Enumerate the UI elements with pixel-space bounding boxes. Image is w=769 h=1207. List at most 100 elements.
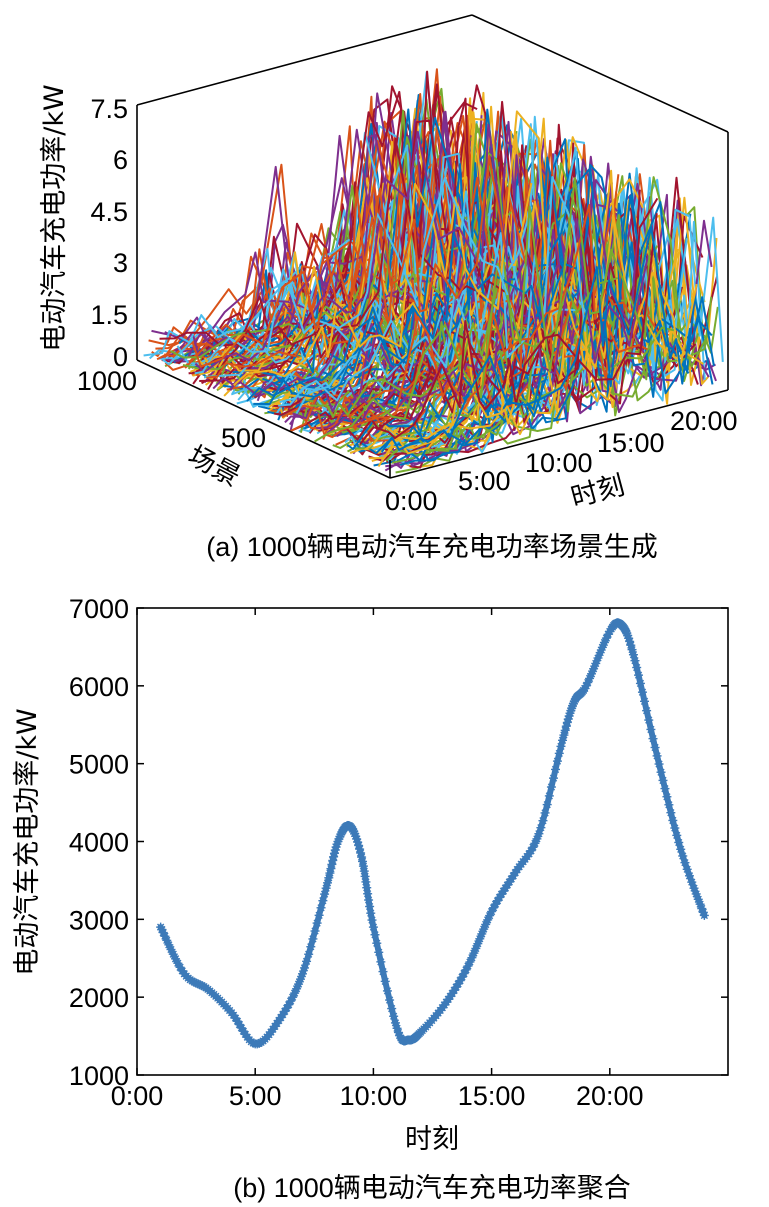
chart-b-marker (670, 823, 680, 833)
chart-a-z-tick: 4.5 (90, 197, 128, 227)
chart-b-marker (635, 678, 645, 688)
chart-a-x-tick: 5:00 (458, 466, 511, 496)
chart-b-y-tick: 4000 (69, 828, 129, 858)
chart-a-series (253, 156, 590, 405)
chart-b-marker (362, 883, 372, 893)
chart-b-marker (637, 687, 647, 697)
chart-b-marker (372, 938, 382, 948)
chart-b-marker (680, 858, 690, 868)
chart-b-marker (367, 915, 377, 925)
chart-b-marker (634, 670, 644, 680)
chart-b-marker (294, 979, 304, 989)
chart-b-marker (666, 808, 676, 818)
chart-b-marker (308, 934, 318, 944)
chart-a-series (192, 155, 507, 368)
chart-b-marker (678, 851, 688, 861)
chart-b-y-label: 电动汽车充电功率/kW (12, 708, 43, 975)
chart-b-x-tick: 15:00 (458, 1081, 526, 1111)
chart-b-marker (366, 908, 376, 918)
chart-b-marker (699, 910, 709, 920)
chart-b-marker (682, 864, 692, 874)
chart-a-series (364, 214, 688, 451)
chart-b-marker (358, 861, 368, 871)
chart-b-caption: (b) 1000辆电动汽车充电功率聚合 (233, 1173, 631, 1203)
chart-b-marker (664, 800, 674, 810)
chart-a-frame-edge (389, 389, 729, 479)
chart-a-series (346, 167, 671, 450)
chart-b-y-tick: 6000 (69, 672, 129, 702)
chart-b-markers (156, 618, 709, 1049)
chart-a-series (314, 177, 652, 443)
chart-a-x-tick: 10:00 (525, 448, 593, 478)
chart-b-axes: 1000 2000 3000 4000 5000 6000 7000 0:00 5:00 10:0… (69, 594, 728, 1111)
chart-b-marker (364, 895, 374, 905)
chart-a-z-label: 电动汽车充电功率/kW (39, 84, 70, 351)
chart-a-series (399, 202, 713, 466)
chart-a-series-lines (143, 68, 724, 474)
chart-a-series (380, 225, 692, 453)
chart-a-frame-edge (471, 14, 729, 133)
chart-b-marker (536, 823, 546, 833)
chart-b-marker (676, 844, 686, 854)
chart-b-marker (630, 656, 640, 666)
chart-b-y-tick: 3000 (69, 905, 129, 935)
chart-b-y-tick: 7000 (69, 594, 129, 624)
chart-b-marker (654, 759, 664, 769)
chart-b-marker (304, 949, 314, 959)
chart-b-marker (528, 842, 538, 852)
chart-b-marker (316, 903, 326, 913)
chart-b-marker (302, 956, 312, 966)
chart-a-x-tick: 0:00 (385, 486, 438, 516)
chart-a-series (194, 123, 508, 374)
chart-b-x-tick: 0:00 (111, 1081, 164, 1111)
chart-b-marker (540, 808, 550, 818)
chart-b-x-label: 时刻 (405, 1124, 459, 1155)
chart-a-frame (136, 14, 729, 479)
chart-b-marker (544, 791, 554, 801)
chart-b: 1000 2000 3000 4000 5000 6000 7000 0:00 5:00 10:0… (12, 594, 729, 1203)
chart-b-marker (387, 1004, 397, 1014)
chart-a-z-tick: 0 (113, 342, 128, 372)
chart-a-series (233, 110, 547, 386)
chart-b-marker (551, 764, 561, 774)
chart-b-marker (491, 899, 501, 909)
chart-b-marker (656, 767, 666, 777)
chart-a-z-tick: 1.5 (90, 300, 128, 330)
chart-b-marker (549, 773, 559, 783)
chart-b-marker (312, 918, 322, 928)
chart-b-marker (365, 902, 375, 912)
chart-a-x-tick: 20:00 (670, 406, 738, 436)
chart-a-frame-edge (136, 359, 391, 479)
chart-b-marker (376, 957, 386, 967)
chart-b-marker (646, 724, 656, 734)
chart-a-caption: (a) 1000辆电动汽车充电功率场景生成 (206, 532, 658, 562)
chart-a-z-tick: 3 (113, 248, 128, 278)
chart-a-series (206, 172, 528, 379)
chart-b-marker (542, 800, 552, 810)
chart-a-series (357, 172, 690, 455)
chart-b-marker (658, 775, 668, 785)
chart-b-x-tick: 20:00 (576, 1081, 644, 1111)
chart-b-marker (385, 995, 395, 1005)
chart-b-y-tick: 5000 (69, 750, 129, 780)
chart-a-series (326, 217, 649, 434)
chart-a-series (246, 233, 577, 402)
chart-b-marker (546, 782, 556, 792)
chart-b-plot-area (136, 607, 729, 1076)
chart-b-marker (648, 734, 658, 744)
chart-a-y-tick: 1000 (77, 366, 137, 396)
chart-b-marker (360, 871, 370, 881)
chart-b-marker (382, 986, 392, 996)
chart-b-marker (674, 837, 684, 847)
chart-a-frame-edge (136, 14, 473, 106)
chart-b-marker (306, 942, 316, 952)
chart-b-marker (660, 784, 670, 794)
chart-b-marker (642, 706, 652, 716)
chart-b-marker (644, 715, 654, 725)
chart-b-marker (538, 816, 548, 826)
chart-a-series (278, 185, 591, 407)
chart-b-marker (625, 636, 635, 646)
chart-b-marker (672, 830, 682, 840)
chart-b-y-tick: 1000 (69, 1061, 129, 1091)
chart-b-marker (374, 947, 384, 957)
